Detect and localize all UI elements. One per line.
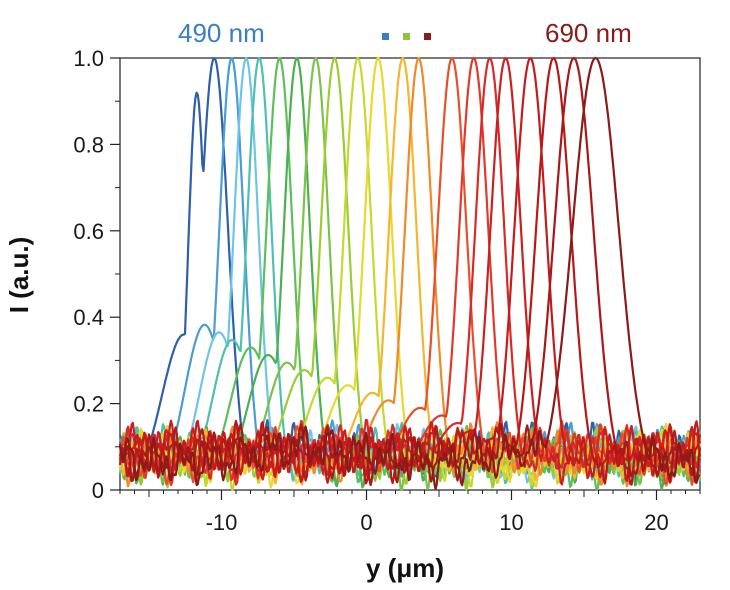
y-tick-label: 0.8 [73, 132, 104, 157]
legend-swatch-red [424, 33, 431, 40]
x-tick-label: 0 [360, 510, 372, 535]
legend-start-label: 490 nm [178, 18, 265, 48]
legend-swatch-green [403, 33, 410, 40]
wavelength-legend: 490 nm 690 nm [178, 18, 632, 48]
legend-end-label: 690 nm [545, 18, 632, 48]
y-tick-label: 0.6 [73, 219, 104, 244]
y-tick-label: 0.4 [73, 305, 104, 330]
axes-layer: -10 0 10 20 0 0.2 0.4 0.6 0.8 1.0 [73, 46, 701, 535]
x-tick-label: 20 [644, 510, 668, 535]
y-tick-label: 0 [92, 478, 104, 503]
x-tick-label: 10 [499, 510, 523, 535]
y-axis-label: I (a.u.) [4, 237, 34, 314]
x-axis-label: y (μm) [366, 553, 444, 583]
x-tick-label: -10 [206, 510, 238, 535]
y-tick-label: 1.0 [73, 46, 104, 71]
series-layer [118, 56, 702, 492]
y-tick-label: 0.2 [73, 392, 104, 417]
legend-swatch-blue [382, 33, 389, 40]
series-line-20 [118, 56, 701, 491]
